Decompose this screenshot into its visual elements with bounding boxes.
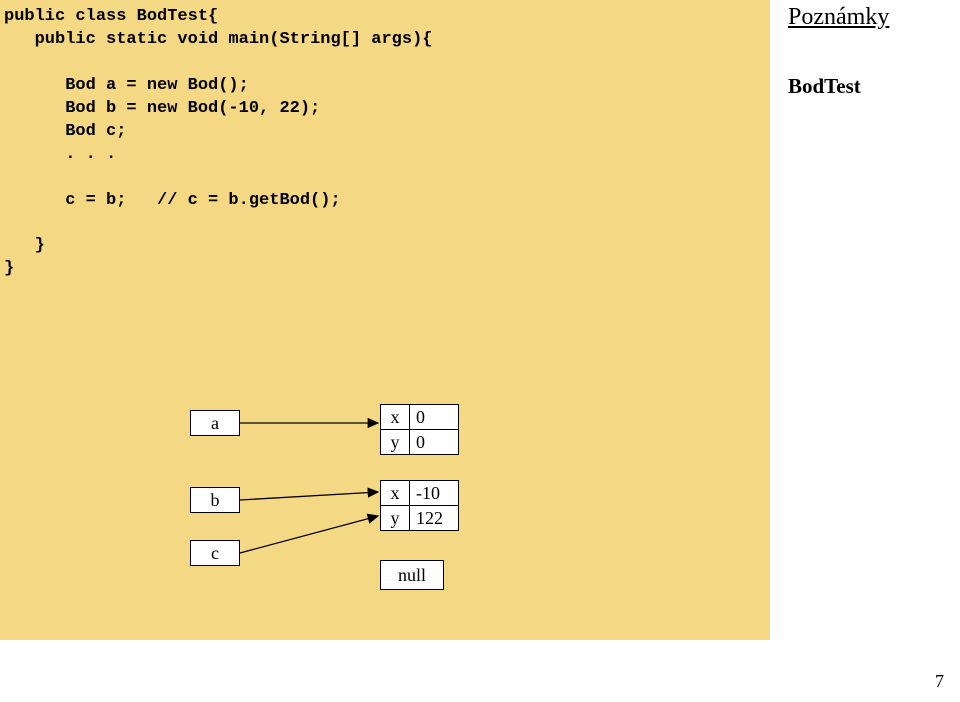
code-line: . . . bbox=[4, 145, 116, 164]
page: public class BodTest{ public static void… bbox=[0, 0, 960, 702]
section-label: BodTest bbox=[788, 74, 861, 99]
notes-heading: Poznámky bbox=[788, 4, 889, 31]
code-line: } bbox=[4, 236, 45, 255]
code-line: } bbox=[4, 259, 14, 278]
code-block: public class BodTest{ public static void… bbox=[0, 0, 770, 640]
code-line: public static void main(String[] args){ bbox=[4, 30, 432, 49]
page-number: 7 bbox=[935, 671, 944, 692]
code-line: public class BodTest{ bbox=[4, 7, 218, 26]
code-line: Bod b = new Bod(-10, 22); bbox=[4, 99, 320, 118]
code-line: c = b; // c = b.getBod(); bbox=[4, 191, 341, 210]
code-line: Bod a = new Bod(); bbox=[4, 76, 249, 95]
code-line: Bod c; bbox=[4, 122, 126, 141]
